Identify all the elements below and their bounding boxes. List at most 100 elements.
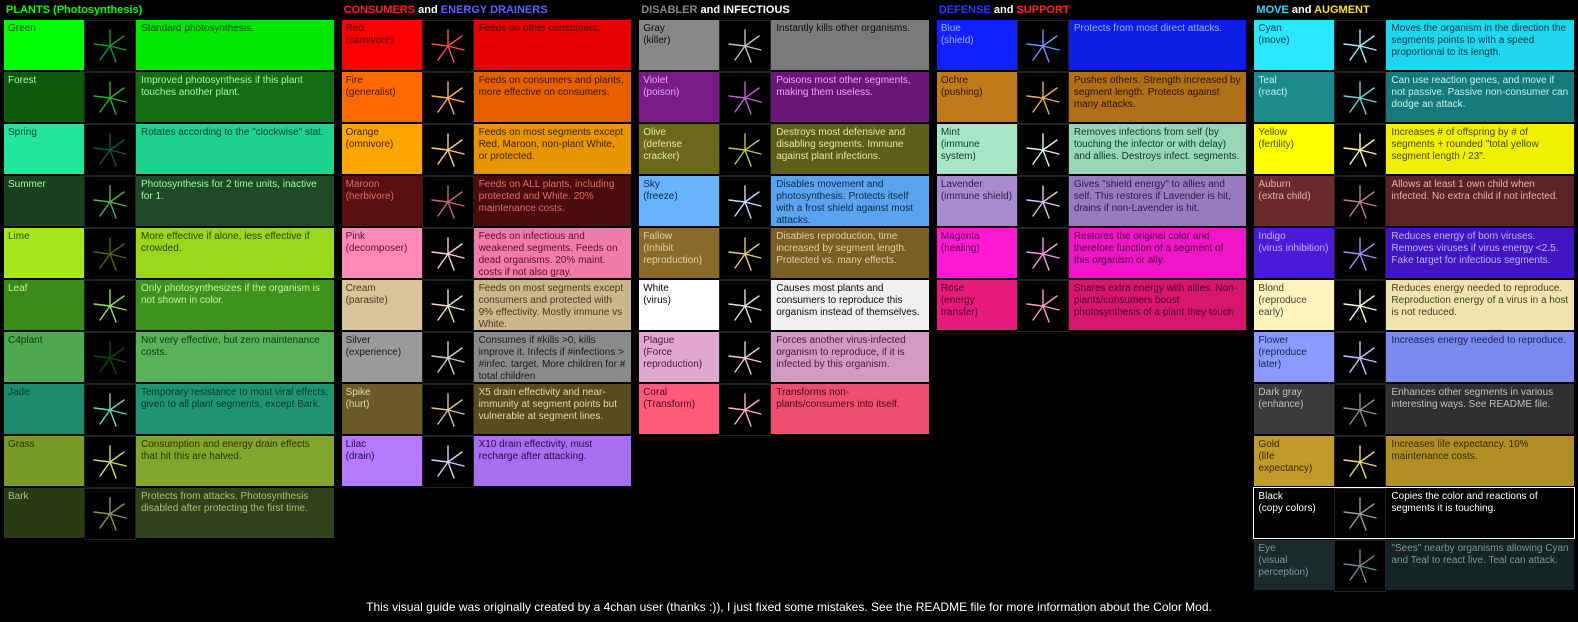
segment-description: Feeds on infectious and weakened segment… [474, 228, 632, 278]
segment-row-forest: Forest Improved photosynthesis if this pl… [4, 72, 334, 122]
segment-description: Consumption and energy drain effects tha… [136, 436, 334, 486]
segment-name: Lilac(drain) [342, 436, 422, 486]
segment-name-label: C4plant [8, 335, 80, 347]
segment-row-summer: SummerPhotosynthesis for 2 time units, i… [4, 176, 334, 226]
segment-name: Lavender(immune shield) [937, 176, 1017, 226]
segment-description: Moves the organism in the direction the … [1386, 20, 1574, 70]
segment-subtitle: (life expectancy) [1258, 451, 1330, 475]
segment-row-jade: JadeTemporary resistance to most viral e… [4, 384, 334, 434]
segment-description: Transforms non-plants/consumers into its… [771, 384, 929, 434]
segment-name-label: Lime [8, 231, 80, 243]
segment-icon [1017, 72, 1069, 124]
segment-icon [1334, 20, 1386, 72]
segment-subtitle: (shield) [941, 35, 1013, 47]
segment-name-label: Dark gray [1258, 387, 1330, 399]
segment-row-blue: Blue(shield) Protects from most direct at… [937, 20, 1247, 70]
section-title: PLANTS (Photosynthesis) [4, 4, 334, 18]
segment-description: Feeds on other consumers. [474, 20, 632, 70]
segment-name: Plague(Force reproduction) [639, 332, 719, 382]
segment-name: Forest [4, 72, 84, 122]
segment-name-label: Cyan [1258, 23, 1330, 35]
segment-name-label: Green [8, 23, 80, 35]
segment-row-black: Black(copy colors) Copies the color and r… [1254, 488, 1574, 538]
segment-icon [84, 280, 136, 332]
segment-icon [422, 228, 474, 280]
segment-name: Coral(Transform) [639, 384, 719, 434]
segment-name: Teal(react) [1254, 72, 1334, 122]
segment-name: Maroon(herbivore) [342, 176, 422, 226]
segment-description: Copies the color and reactions of segmen… [1386, 488, 1574, 538]
segment-name: Gray(killer) [639, 20, 719, 70]
segment-name: Black(copy colors) [1254, 488, 1334, 538]
segment-icon [84, 228, 136, 280]
segment-icon [422, 384, 474, 436]
segment-icon [84, 488, 136, 540]
segment-name-label: Lavender [941, 179, 1013, 191]
segment-row-sky: Sky(freeze)Disables movement and photosy… [639, 176, 929, 226]
segment-description: Feeds on most segments except Red, Maroo… [474, 124, 632, 174]
segment-name: Gold(life expectancy) [1254, 436, 1334, 486]
segment-icon [84, 176, 136, 228]
segment-subtitle: (reproduce later) [1258, 347, 1330, 371]
segment-row-green: GreenStandard photosynthesis. [4, 20, 334, 70]
segment-description: Protects from attacks. Photosynthesis di… [136, 488, 334, 538]
segment-name-label: Magenta [941, 231, 1013, 243]
section-title: DISABLER and INFECTIOUS [639, 4, 929, 18]
segment-subtitle: (carnivore) [346, 35, 418, 47]
segment-name-label: Blue [941, 23, 1013, 35]
segment-row-bark: Bark Protects from attacks. Photosynthesi… [4, 488, 334, 538]
segment-row-mint: Mint(immune system)Removes infections fr… [937, 124, 1247, 174]
segment-subtitle: (virus inhibition) [1258, 243, 1330, 255]
segment-name: Fire(generalist) [342, 72, 422, 122]
segment-subtitle: (experience) [346, 347, 418, 359]
segment-icon [422, 176, 474, 228]
segment-subtitle: (drain) [346, 451, 418, 463]
segment-description: Instantly kills other organisms. [771, 20, 929, 70]
column-2: DISABLER and INFECTIOUS Gray(killer) Insta… [639, 4, 929, 434]
segment-name-label: Ochre [941, 75, 1013, 87]
segment-icon [719, 176, 771, 228]
segment-description: Improved photosynthesis if this plant to… [136, 72, 334, 122]
segment-icon [422, 436, 474, 488]
segment-description: Removes infections from self (by touchin… [1069, 124, 1247, 174]
segment-icon [719, 228, 771, 280]
segment-name: Indigo(virus inhibition) [1254, 228, 1334, 278]
segment-subtitle: (copy colors) [1258, 503, 1330, 515]
segment-name-label: Fallow [643, 231, 715, 243]
segment-name: Lime [4, 228, 84, 278]
segment-icon [1017, 228, 1069, 280]
segment-name: Leaf [4, 280, 84, 330]
segment-row-indigo: Indigo(virus inhibition)Reduces energy o… [1254, 228, 1574, 278]
segment-name: Bark [4, 488, 84, 538]
column-3: DEFENSE and SUPPORT Blue(shield) Protects … [937, 4, 1247, 330]
segment-icon [719, 72, 771, 124]
segment-name: Grass [4, 436, 84, 486]
segment-row-ochre: Ochre(pushing)Pushes others. Strength in… [937, 72, 1247, 122]
segment-row-white: White(virus)Causes most plants and consu… [639, 280, 929, 330]
segment-description: Feeds on ALL plants, including protected… [474, 176, 632, 226]
section-title: DEFENSE and SUPPORT [937, 4, 1247, 18]
segment-name-label: Orange [346, 127, 418, 139]
segment-description: Increases life expectancy. 10% maintenan… [1386, 436, 1574, 486]
segment-row-c4plant: C4plantNot very effective, but zero main… [4, 332, 334, 382]
segment-name-label: Lilac [346, 439, 418, 451]
segment-icon [719, 20, 771, 72]
segment-name-label: Fire [346, 75, 418, 87]
segment-name-label: Olive [643, 127, 715, 139]
segment-subtitle: (Force reproduction) [643, 347, 715, 371]
segment-name-label: Mint [941, 127, 1013, 139]
segment-icon [422, 124, 474, 176]
segment-subtitle: (virus) [643, 295, 715, 307]
segment-icon [1017, 176, 1069, 228]
segment-name-label: Black [1258, 491, 1330, 503]
segment-subtitle: (energy transfer) [941, 295, 1013, 319]
segment-name-label: Grass [8, 439, 80, 451]
segment-name-label: Blond [1258, 283, 1330, 295]
segment-description: Protects from most direct attacks. [1069, 20, 1247, 70]
segment-description: Feeds on consumers and plants, more effe… [474, 72, 632, 122]
segment-name: White(virus) [639, 280, 719, 330]
segment-name-label: Violet [643, 75, 715, 87]
segment-icon [422, 72, 474, 124]
segment-icon [1334, 384, 1386, 436]
segment-row-lilac: Lilac(drain)X10 drain effectivity, must … [342, 436, 632, 486]
